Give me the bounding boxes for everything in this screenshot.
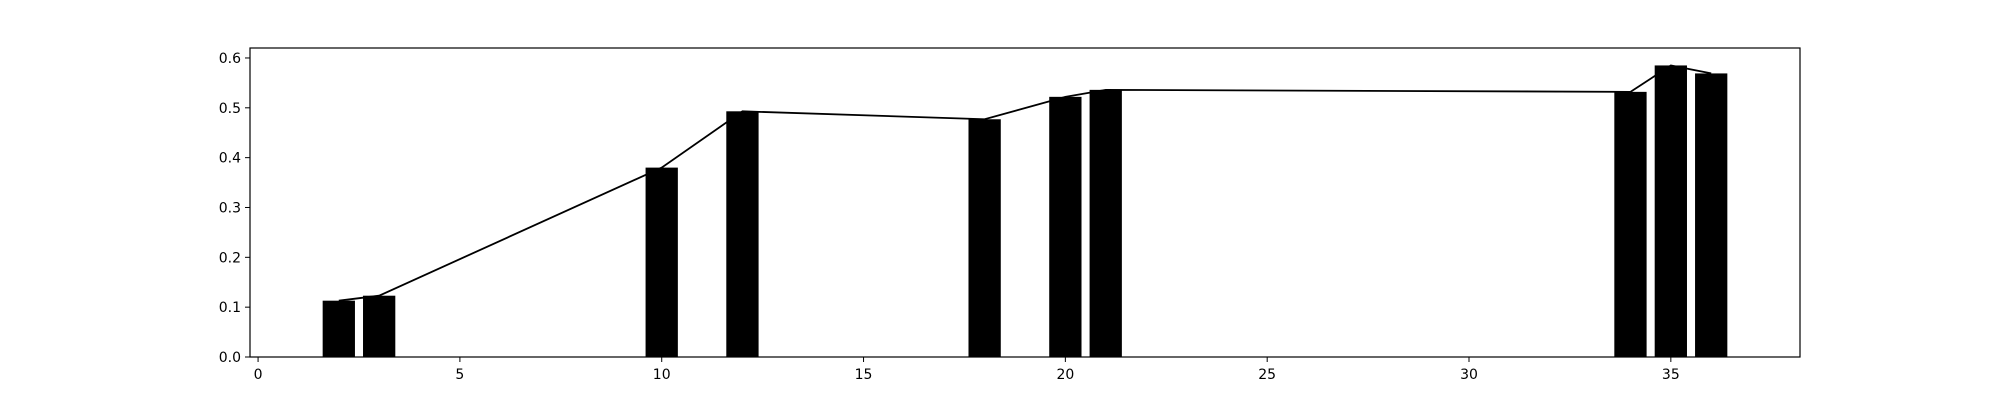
bar-36 <box>1695 73 1728 358</box>
x-tick-label-0: 0 <box>254 367 263 383</box>
y-tick-label-0.2: 0.2 <box>219 250 241 266</box>
x-tick-label-5: 5 <box>455 367 464 383</box>
x-tick-label-35: 35 <box>1662 367 1680 383</box>
bar-10 <box>645 167 678 357</box>
y-tick-label-0.1: 0.1 <box>219 300 241 316</box>
x-axis: 0 5 10 15 20 25 30 35 <box>254 357 1680 383</box>
y-axis: 0.0 0.1 0.2 0.3 0.4 0.5 0.6 <box>219 51 250 366</box>
bar-18 <box>968 119 1001 358</box>
plot-area-frame <box>249 47 1801 358</box>
y-tick-label-0: 0.0 <box>219 350 241 366</box>
bar-group <box>322 65 1728 358</box>
y-tick-label-0.4: 0.4 <box>219 151 241 167</box>
y-tick-label-0.5: 0.5 <box>219 101 241 117</box>
x-tick-label-15: 15 <box>855 367 873 383</box>
bar-35 <box>1654 65 1687 357</box>
trend-line-group <box>338 64 1712 302</box>
x-tick-label-30: 30 <box>1460 367 1478 383</box>
x-tick-label-25: 25 <box>1258 367 1276 383</box>
bar-12 <box>726 111 759 357</box>
bar-34 <box>1614 91 1647 358</box>
y-tick-label-0.3: 0.3 <box>219 200 241 216</box>
bar-20 <box>1049 96 1082 357</box>
y-tick-label-0.6: 0.6 <box>219 51 241 67</box>
bar-21 <box>1089 89 1122 358</box>
x-tick-label-10: 10 <box>653 367 671 383</box>
x-tick-label-20: 20 <box>1056 367 1074 383</box>
trend-line <box>338 64 1712 302</box>
bar-2 <box>322 300 355 357</box>
bar-3 <box>363 295 396 357</box>
